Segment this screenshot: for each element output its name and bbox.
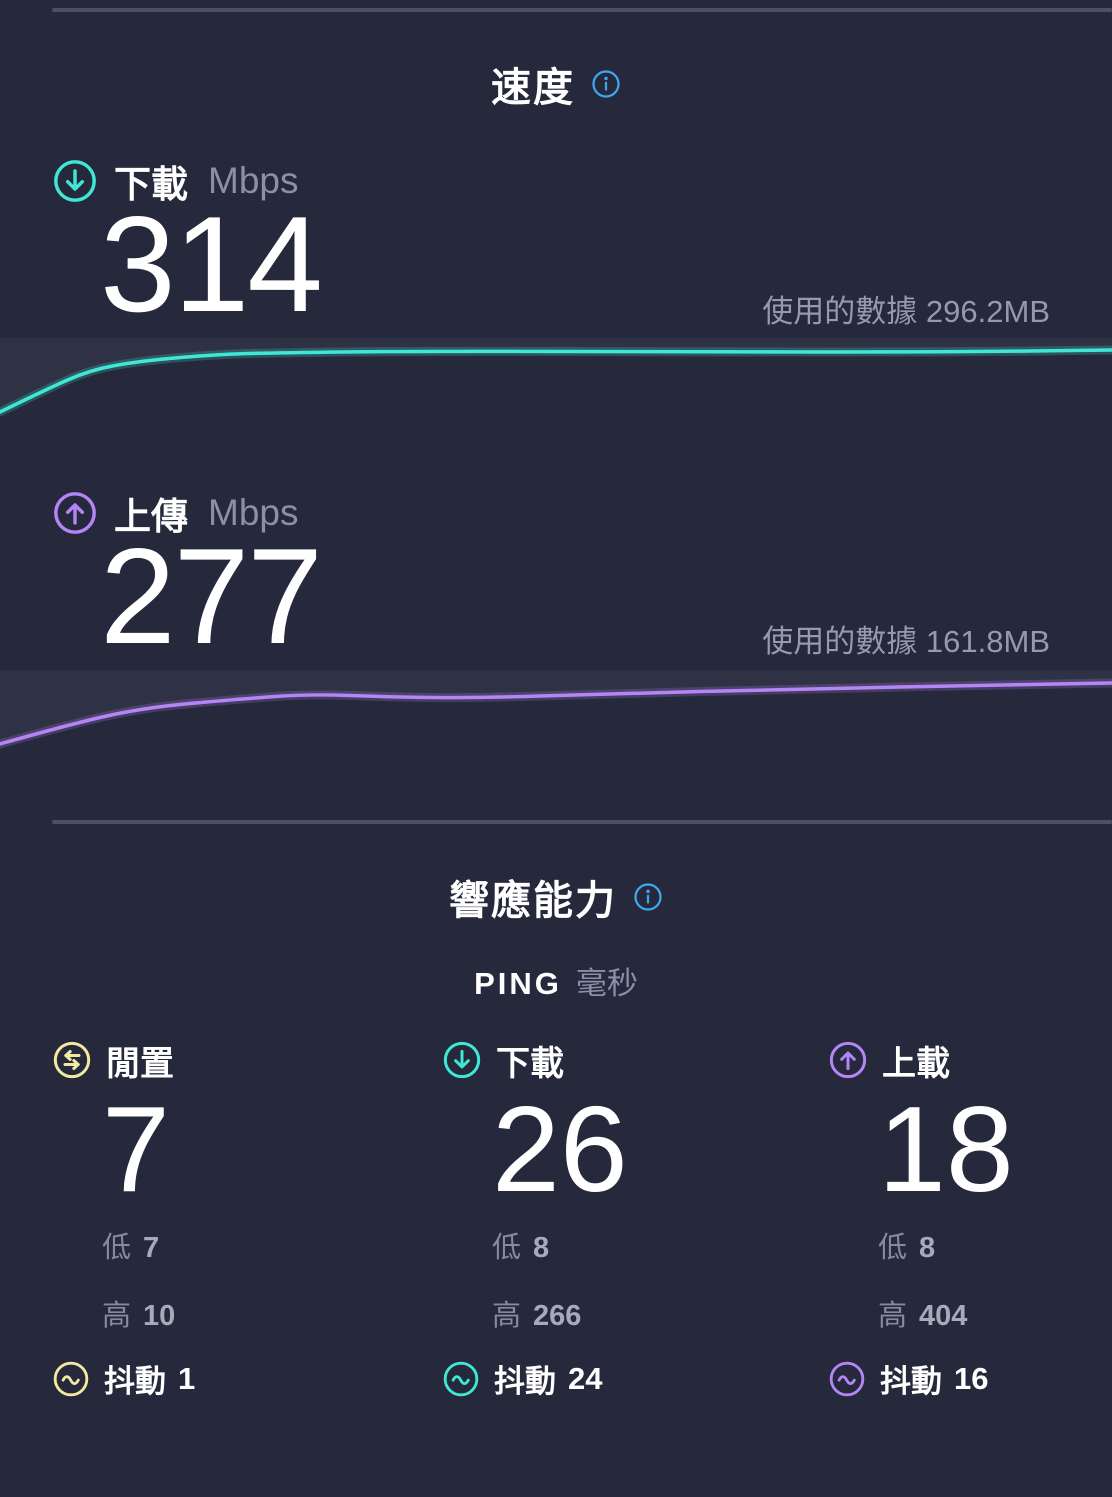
upload-header: 上傳 Mbps [52, 486, 298, 540]
upload-label: 上傳 [114, 496, 188, 537]
low-label: 低 [492, 1232, 522, 1264]
ping-download-high: 高 266 [492, 1292, 828, 1334]
high-value: 266 [533, 1300, 582, 1332]
ping-column-upload: 上載 18 低 8 高 404 抖動 16 [828, 1036, 1112, 1401]
high-label: 高 [102, 1300, 132, 1332]
jitter-label: 抖動 [880, 1364, 942, 1399]
ping-upload-header: 上載 [828, 1036, 1112, 1084]
download-arrow-circle-icon [52, 158, 98, 204]
low-value: 7 [143, 1232, 160, 1264]
jitter-wave-icon [442, 1360, 480, 1398]
ping-upload-label: 上載 [882, 1044, 950, 1083]
ping-column-idle: 閒置 7 低 7 高 10 抖動 1 [52, 1036, 442, 1401]
low-value: 8 [533, 1232, 550, 1264]
low-value: 8 [919, 1232, 936, 1264]
download-data-used-label: 使用的數據 [762, 294, 918, 329]
high-label: 高 [492, 1300, 522, 1332]
ping-unit: 毫秒 [575, 966, 638, 1001]
ping-idle-header: 閒置 [52, 1036, 442, 1084]
ping-subtitle: PING 毫秒 [0, 958, 1112, 1003]
ping-idle-jitter: 抖動 1 [52, 1356, 442, 1401]
idle-arrows-icon [52, 1040, 92, 1080]
low-label: 低 [878, 1232, 908, 1264]
upload-arrow-circle-icon [52, 490, 98, 536]
ping-idle-high: 高 10 [102, 1292, 442, 1334]
high-value: 10 [143, 1300, 176, 1332]
jitter-value: 16 [954, 1360, 989, 1396]
upload-speed-graph [0, 670, 1112, 760]
download-data-used: 使用的數據 296.2MB [762, 286, 1050, 331]
ping-download-label: 下載 [496, 1044, 564, 1083]
ping-column-download: 下載 26 低 8 高 266 抖動 24 [442, 1036, 828, 1401]
ping-grid: 閒置 7 低 7 高 10 抖動 1 [52, 1036, 1112, 1401]
upload-data-used-value: 161.8MB [925, 624, 1050, 659]
mid-divider [52, 820, 1112, 824]
arrow-down-circle-icon [442, 1040, 482, 1080]
upload-speed-value: 277 [100, 520, 323, 672]
responsiveness-section-title: 響應能力 [449, 879, 617, 923]
high-value: 404 [919, 1300, 968, 1332]
upload-data-used: 使用的數據 161.8MB [762, 616, 1050, 661]
speed-info-icon[interactable] [591, 69, 621, 99]
high-label: 高 [878, 1300, 908, 1332]
jitter-wave-icon [52, 1360, 90, 1398]
ping-idle-value: 7 [102, 1081, 170, 1217]
jitter-value: 24 [568, 1360, 603, 1396]
ping-label: PING [474, 966, 562, 1001]
download-unit: Mbps [208, 160, 299, 201]
ping-upload-low: 低 8 [878, 1224, 1112, 1266]
low-label: 低 [102, 1232, 132, 1264]
download-label: 下載 [114, 164, 188, 205]
ping-upload-jitter: 抖動 16 [828, 1356, 1112, 1401]
responsiveness-info-icon[interactable] [633, 882, 663, 912]
jitter-value: 1 [178, 1360, 196, 1396]
upload-data-used-label: 使用的數據 [762, 624, 918, 659]
download-data-used-value: 296.2MB [925, 294, 1050, 329]
speed-section-header: 速度 [0, 55, 1112, 113]
jitter-label: 抖動 [104, 1364, 166, 1399]
download-header: 下載 Mbps [52, 154, 298, 208]
ping-idle-low: 低 7 [102, 1224, 442, 1266]
jitter-label: 抖動 [494, 1364, 556, 1399]
top-divider [52, 8, 1112, 12]
ping-download-header: 下載 [442, 1036, 828, 1084]
upload-unit: Mbps [208, 492, 299, 533]
jitter-wave-icon [828, 1360, 866, 1398]
ping-upload-value: 18 [878, 1081, 1014, 1217]
ping-upload-high: 高 404 [878, 1292, 1112, 1334]
arrow-up-circle-icon [828, 1040, 868, 1080]
ping-download-low: 低 8 [492, 1224, 828, 1266]
responsiveness-section-header: 響應能力 [0, 868, 1112, 926]
download-speed-value: 314 [100, 188, 323, 340]
ping-idle-label: 閒置 [106, 1044, 174, 1083]
ping-download-jitter: 抖動 24 [442, 1356, 828, 1401]
ping-download-value: 26 [492, 1081, 628, 1217]
download-speed-graph [0, 338, 1112, 420]
speed-section-title: 速度 [491, 66, 575, 110]
